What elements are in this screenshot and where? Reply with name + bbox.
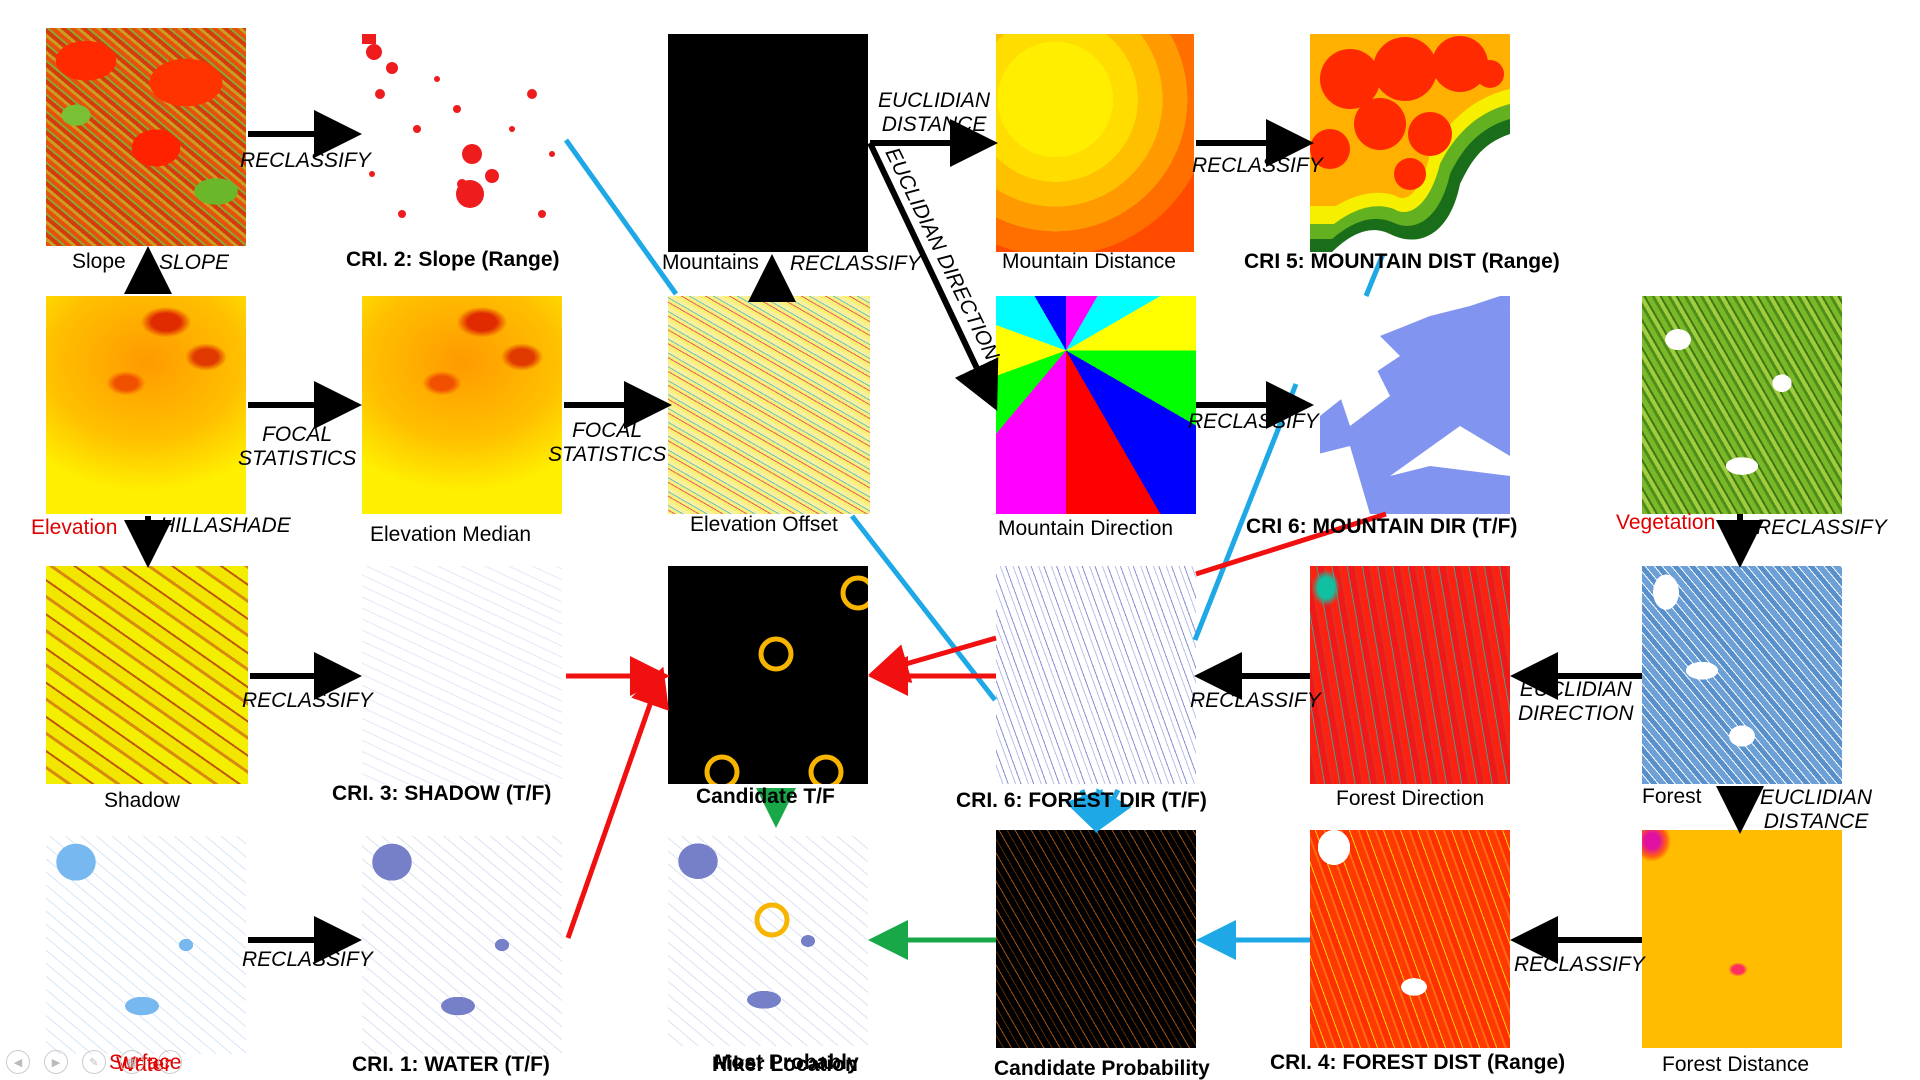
label-mountain-distance: Mountain Distance	[1002, 250, 1176, 273]
forest-direction-map	[1310, 566, 1510, 784]
label-cri5: CRI 5: MOUNTAIN DIST (Range)	[1244, 250, 1560, 273]
op-focal-2b: STATISTICS	[548, 443, 667, 467]
label-cri3: CRI. 3: SHADOW (T/F)	[332, 782, 552, 805]
op-reclassify-shadow: RECLASSIFY	[242, 689, 373, 712]
next-slide-icon[interactable]: ▶	[44, 1050, 68, 1074]
op-reclassify-mountain-dir: RECLASSIFY	[1188, 410, 1319, 433]
surface-water-map	[46, 836, 246, 1054]
connector-blue	[563, 138, 679, 296]
label-cri1: CRI. 1: WATER (T/F)	[352, 1053, 550, 1076]
op-reclassify-forest-dist: RECLASSIFY	[1514, 953, 1645, 976]
label-cri4: CRI. 4: FOREST DIST (Range)	[1270, 1051, 1566, 1074]
op-reclassify-forest-dir: RECLASSIFY	[1190, 689, 1321, 712]
label-vegetation: Vegetation	[1616, 511, 1716, 534]
shadow-map	[46, 566, 248, 784]
label-shadow: Shadow	[104, 789, 180, 812]
label-cri6-forest: CRI. 6: FOREST DIR (T/F)	[956, 789, 1207, 812]
op-focal-1b: STATISTICS	[238, 447, 357, 471]
label-cri6-mountain: CRI 6: MOUNTAIN DIR (T/F)	[1246, 515, 1518, 538]
label-mountain-direction: Mountain Direction	[998, 517, 1174, 540]
op-reclassify-slope: RECLASSIFY	[240, 149, 371, 172]
connector-blue	[850, 514, 997, 702]
cri2-slope-map	[362, 34, 562, 246]
mountain-direction-map	[996, 296, 1196, 514]
op-euclidian-distance-2: EUCLIDIAN DISTANCE	[1760, 786, 1872, 834]
cri6-mountain-dir-map	[1310, 296, 1510, 514]
op-focal-statistics-2: FOCAL STATISTICS	[548, 419, 666, 467]
arrow-red	[868, 635, 997, 683]
op-reclassify-mountain-dist: RECLASSIFY	[1192, 154, 1323, 177]
op-euclidian-direction-2a: EUCLIDIAN	[1519, 678, 1632, 701]
label-hiker-2: Hiker Location	[712, 1053, 858, 1076]
op-euclidian-direction-2: EUCLIDIAN DIRECTION	[1518, 678, 1634, 726]
label-slope: Slope	[72, 250, 126, 273]
op-slope: SLOPE	[159, 251, 230, 274]
op-euclidian-distance-2a: EUCLIDIAN	[1760, 786, 1873, 809]
label-forest-direction: Forest Direction	[1336, 787, 1485, 810]
op-reclassify-water: RECLASSIFY	[242, 948, 373, 971]
mountain-distance-map	[996, 34, 1194, 252]
op-euclidian-distance-1b: DISTANCE	[881, 113, 987, 137]
arrow-red	[565, 666, 669, 939]
label-hiker-1: Most Probably	[714, 1051, 859, 1074]
cri5-mountain-dist-map	[1310, 34, 1510, 252]
forest-map	[1642, 566, 1842, 784]
candidate-circle	[758, 636, 794, 672]
op-euclidian-direction-2b: DIRECTION	[1518, 702, 1634, 726]
label-elevation-offset: Elevation Offset	[690, 513, 838, 536]
more-icon[interactable]: ⋯	[158, 1050, 182, 1074]
op-euclidian-distance-2b: DISTANCE	[1763, 810, 1869, 834]
cri1-water-map	[362, 836, 562, 1054]
label-forest: Forest	[1642, 785, 1702, 808]
cri6-forest-dir-map	[996, 566, 1196, 784]
label-mountains: Mountains	[662, 251, 759, 274]
op-euclidian-distance-1: EUCLIDIAN DISTANCE	[878, 89, 990, 137]
hiker-location-circle	[754, 902, 790, 938]
vegetation-map	[1642, 296, 1842, 514]
candidate-circle	[704, 754, 740, 784]
label-candidate-probability: Candidate Probability	[994, 1057, 1210, 1080]
op-reclassify-vegetation: RECLASSIFY	[1756, 516, 1887, 539]
forest-distance-map	[1642, 830, 1842, 1048]
op-focal-2a: FOCAL	[572, 419, 643, 442]
prev-slide-icon[interactable]: ◀	[6, 1050, 30, 1074]
label-candidate: Candidate T/F	[696, 785, 835, 808]
op-euclidian-distance-1a: EUCLIDIAN	[878, 89, 991, 112]
cri3-shadow-map	[362, 566, 562, 784]
candidate-circle	[808, 754, 844, 784]
candidate-map	[668, 566, 868, 784]
op-focal-1a: FOCAL	[262, 423, 333, 446]
cri4-forest-dist-map	[1310, 830, 1510, 1048]
op-hillashade: HILLASHADE	[160, 514, 291, 537]
elevation-offset-map	[668, 296, 870, 514]
label-elevation-median: Elevation Median	[370, 523, 532, 546]
label-elevation: Elevation	[31, 516, 118, 539]
pen-icon[interactable]: ✎	[82, 1050, 106, 1074]
elevation-map	[46, 296, 246, 514]
slope-map	[46, 28, 246, 246]
op-reclassify-mountains: RECLASSIFY	[790, 252, 921, 275]
op-focal-statistics-1: FOCAL STATISTICS	[238, 423, 356, 471]
candidate-circle	[840, 575, 868, 611]
elevation-median-map	[362, 296, 562, 514]
hiker-location-map	[668, 836, 868, 1046]
slides-icon[interactable]: ▦	[120, 1050, 144, 1074]
label-forest-distance: Forest Distance	[1662, 1053, 1810, 1076]
mountains-map	[668, 34, 868, 252]
candidate-probability-map	[996, 830, 1196, 1048]
label-cri2: CRI. 2: Slope (Range)	[346, 248, 560, 271]
